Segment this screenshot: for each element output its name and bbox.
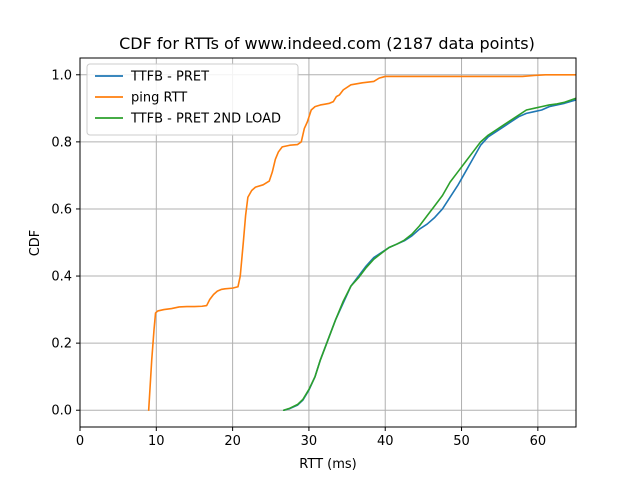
legend: TTFB - PRET ping RTT TTFB - PRET 2ND LOAD bbox=[86, 63, 299, 136]
x-tick-label: 30 bbox=[301, 434, 318, 449]
legend-label: TTFB - PRET bbox=[130, 70, 209, 85]
series-line-3 bbox=[282, 97, 576, 412]
series-line-2 bbox=[147, 73, 576, 412]
plot-frame bbox=[79, 57, 577, 428]
x-tick-label: 40 bbox=[377, 434, 394, 449]
legend-box bbox=[86, 63, 299, 136]
x-axis-label: RTT (ms) bbox=[299, 457, 356, 472]
series-lines bbox=[147, 73, 576, 412]
y-tick-label: 0.8 bbox=[51, 135, 72, 150]
y-axis-label: CDF bbox=[28, 230, 43, 257]
y-tick-label: 0.4 bbox=[51, 270, 72, 285]
y-tick-label: 0.6 bbox=[51, 202, 72, 217]
x-tick-label: 60 bbox=[530, 434, 547, 449]
x-tick-label: 0 bbox=[76, 434, 84, 449]
legend-label: ping RTT bbox=[131, 91, 187, 106]
x-tick-label: 10 bbox=[148, 434, 165, 449]
x-tick-label: 50 bbox=[453, 434, 470, 449]
y-tick-label: 0.0 bbox=[51, 404, 72, 419]
chart-title: CDF for RTTs of www.indeed.com (2187 dat… bbox=[119, 34, 535, 53]
axis-ticks: 0 10 20 30 40 50 60 0.0 0.2 0.4 0.6 0.8 1.0 bbox=[51, 68, 546, 449]
y-tick-label: 0.2 bbox=[51, 337, 72, 352]
x-tick-label: 20 bbox=[224, 434, 241, 449]
y-tick-label: 1.0 bbox=[51, 68, 72, 83]
legend-label: TTFB - PRET 2ND LOAD bbox=[130, 112, 281, 127]
